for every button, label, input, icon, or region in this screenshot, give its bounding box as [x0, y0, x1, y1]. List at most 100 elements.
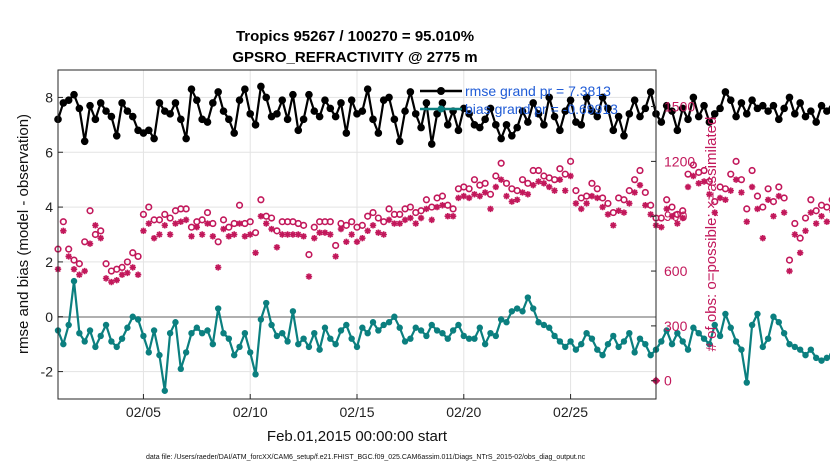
obs-assimilated-point — [615, 207, 622, 214]
rmse-point — [358, 107, 367, 115]
bias-point — [311, 330, 318, 337]
obs-assimilated-point — [807, 209, 815, 216]
obs-possible-point — [300, 221, 308, 229]
obs-assimilated-point — [359, 234, 366, 242]
obs-possible-point — [679, 207, 687, 215]
rmse-point — [112, 132, 121, 140]
obs-assimilated-point — [519, 189, 526, 196]
bias-point — [529, 305, 537, 312]
rmse-point — [64, 96, 73, 104]
obs-possible-point — [689, 161, 697, 169]
x-tick-label: 02/10 — [233, 404, 268, 420]
bias-point — [316, 346, 323, 353]
obs-assimilated-point — [465, 194, 473, 202]
rmse-point — [737, 99, 746, 107]
obs-assimilated-point — [551, 187, 558, 194]
bias-point — [407, 335, 414, 342]
obs-possible-point — [214, 238, 222, 246]
obs-assimilated-point — [754, 205, 761, 213]
obs-possible-point — [65, 245, 73, 253]
rmse-point — [438, 99, 447, 107]
rmse-point — [625, 110, 634, 118]
obs-possible-point — [182, 205, 190, 213]
rmse-point — [636, 112, 644, 121]
y-axis-ticks: -2 0 2 4 6 8 — [41, 89, 63, 380]
rmse-point — [385, 93, 393, 102]
obs-assimilated-point — [690, 172, 697, 180]
obs-assimilated-point — [711, 209, 718, 216]
obs-possible-point — [657, 214, 665, 222]
obs-possible-point — [305, 251, 313, 259]
rmse-point — [534, 110, 543, 118]
rmse-point — [363, 85, 372, 93]
obs-possible-point — [743, 205, 751, 213]
obs-assimilated-point — [684, 183, 692, 191]
obs-assimilated-point — [476, 192, 484, 200]
rmse-point — [219, 107, 228, 115]
obs-possible-point — [700, 166, 708, 175]
obs-assimilated-point — [812, 220, 820, 227]
rmse-point — [230, 129, 238, 137]
bias-point — [812, 354, 820, 362]
y2-axis-label: # of obs: o=possible; ×=assimilated — [703, 117, 720, 352]
rmse-point — [700, 101, 708, 110]
obs-assimilated-point — [647, 211, 654, 218]
bias-point — [369, 319, 377, 326]
obs-assimilated-point — [236, 220, 243, 227]
rmse-point — [454, 126, 463, 135]
rmse-point — [689, 93, 698, 102]
bias-point — [353, 343, 361, 351]
obs-assimilated-point — [311, 234, 318, 242]
bias-point — [796, 346, 804, 353]
obs-possible-point — [422, 196, 431, 204]
rmse-point — [241, 85, 249, 93]
rmse-point — [518, 107, 527, 115]
bias-point — [460, 332, 467, 340]
bias-point — [284, 338, 291, 345]
obs-assimilated-point — [295, 231, 302, 238]
obs-possible-point — [86, 207, 94, 215]
rmse-point — [374, 129, 383, 137]
bias-point — [572, 346, 580, 353]
obs-assimilated-point — [556, 176, 564, 183]
obs-assimilated-point — [796, 249, 804, 256]
rmse-point — [257, 82, 265, 91]
bias-point — [540, 321, 548, 329]
obs-assimilated-point — [417, 214, 425, 222]
obs-assimilated-point — [305, 273, 313, 280]
obs-assimilated-point — [604, 211, 612, 218]
obs-possible-point — [775, 183, 783, 191]
bias-point — [433, 327, 441, 334]
obs-assimilated-point — [102, 275, 110, 282]
bias-point — [786, 340, 793, 348]
obs-assimilated-point — [423, 205, 430, 213]
obs-assimilated-point — [588, 192, 596, 200]
obs-assimilated-point — [626, 200, 633, 207]
rmse-point — [550, 112, 559, 121]
obs-possible-point — [257, 196, 265, 204]
rmse-point — [369, 115, 377, 124]
obs-possible-point — [518, 176, 527, 184]
bias-point — [551, 332, 558, 340]
bias-point — [599, 351, 606, 359]
obs-possible-point — [102, 260, 110, 268]
obs-assimilated-point — [732, 176, 740, 183]
obs-possible-point — [198, 216, 206, 224]
bias-point — [204, 327, 211, 334]
bias-point — [807, 346, 815, 353]
obs-assimilated-point — [60, 227, 67, 235]
obs-assimilated-point — [118, 271, 126, 278]
rmse-point — [299, 115, 308, 124]
obs-possible-point — [161, 210, 169, 218]
rmse-point — [347, 96, 356, 104]
rmse-point — [492, 121, 500, 129]
bias-point — [748, 321, 756, 329]
bias-point — [321, 324, 329, 331]
rmse-point — [128, 112, 137, 121]
obs-assimilated-point — [289, 231, 297, 238]
obs-possible-point — [631, 176, 639, 184]
bias-point — [156, 351, 163, 359]
obs-assimilated-point — [161, 222, 168, 229]
bias-point — [503, 319, 510, 326]
bias-point — [583, 330, 590, 337]
